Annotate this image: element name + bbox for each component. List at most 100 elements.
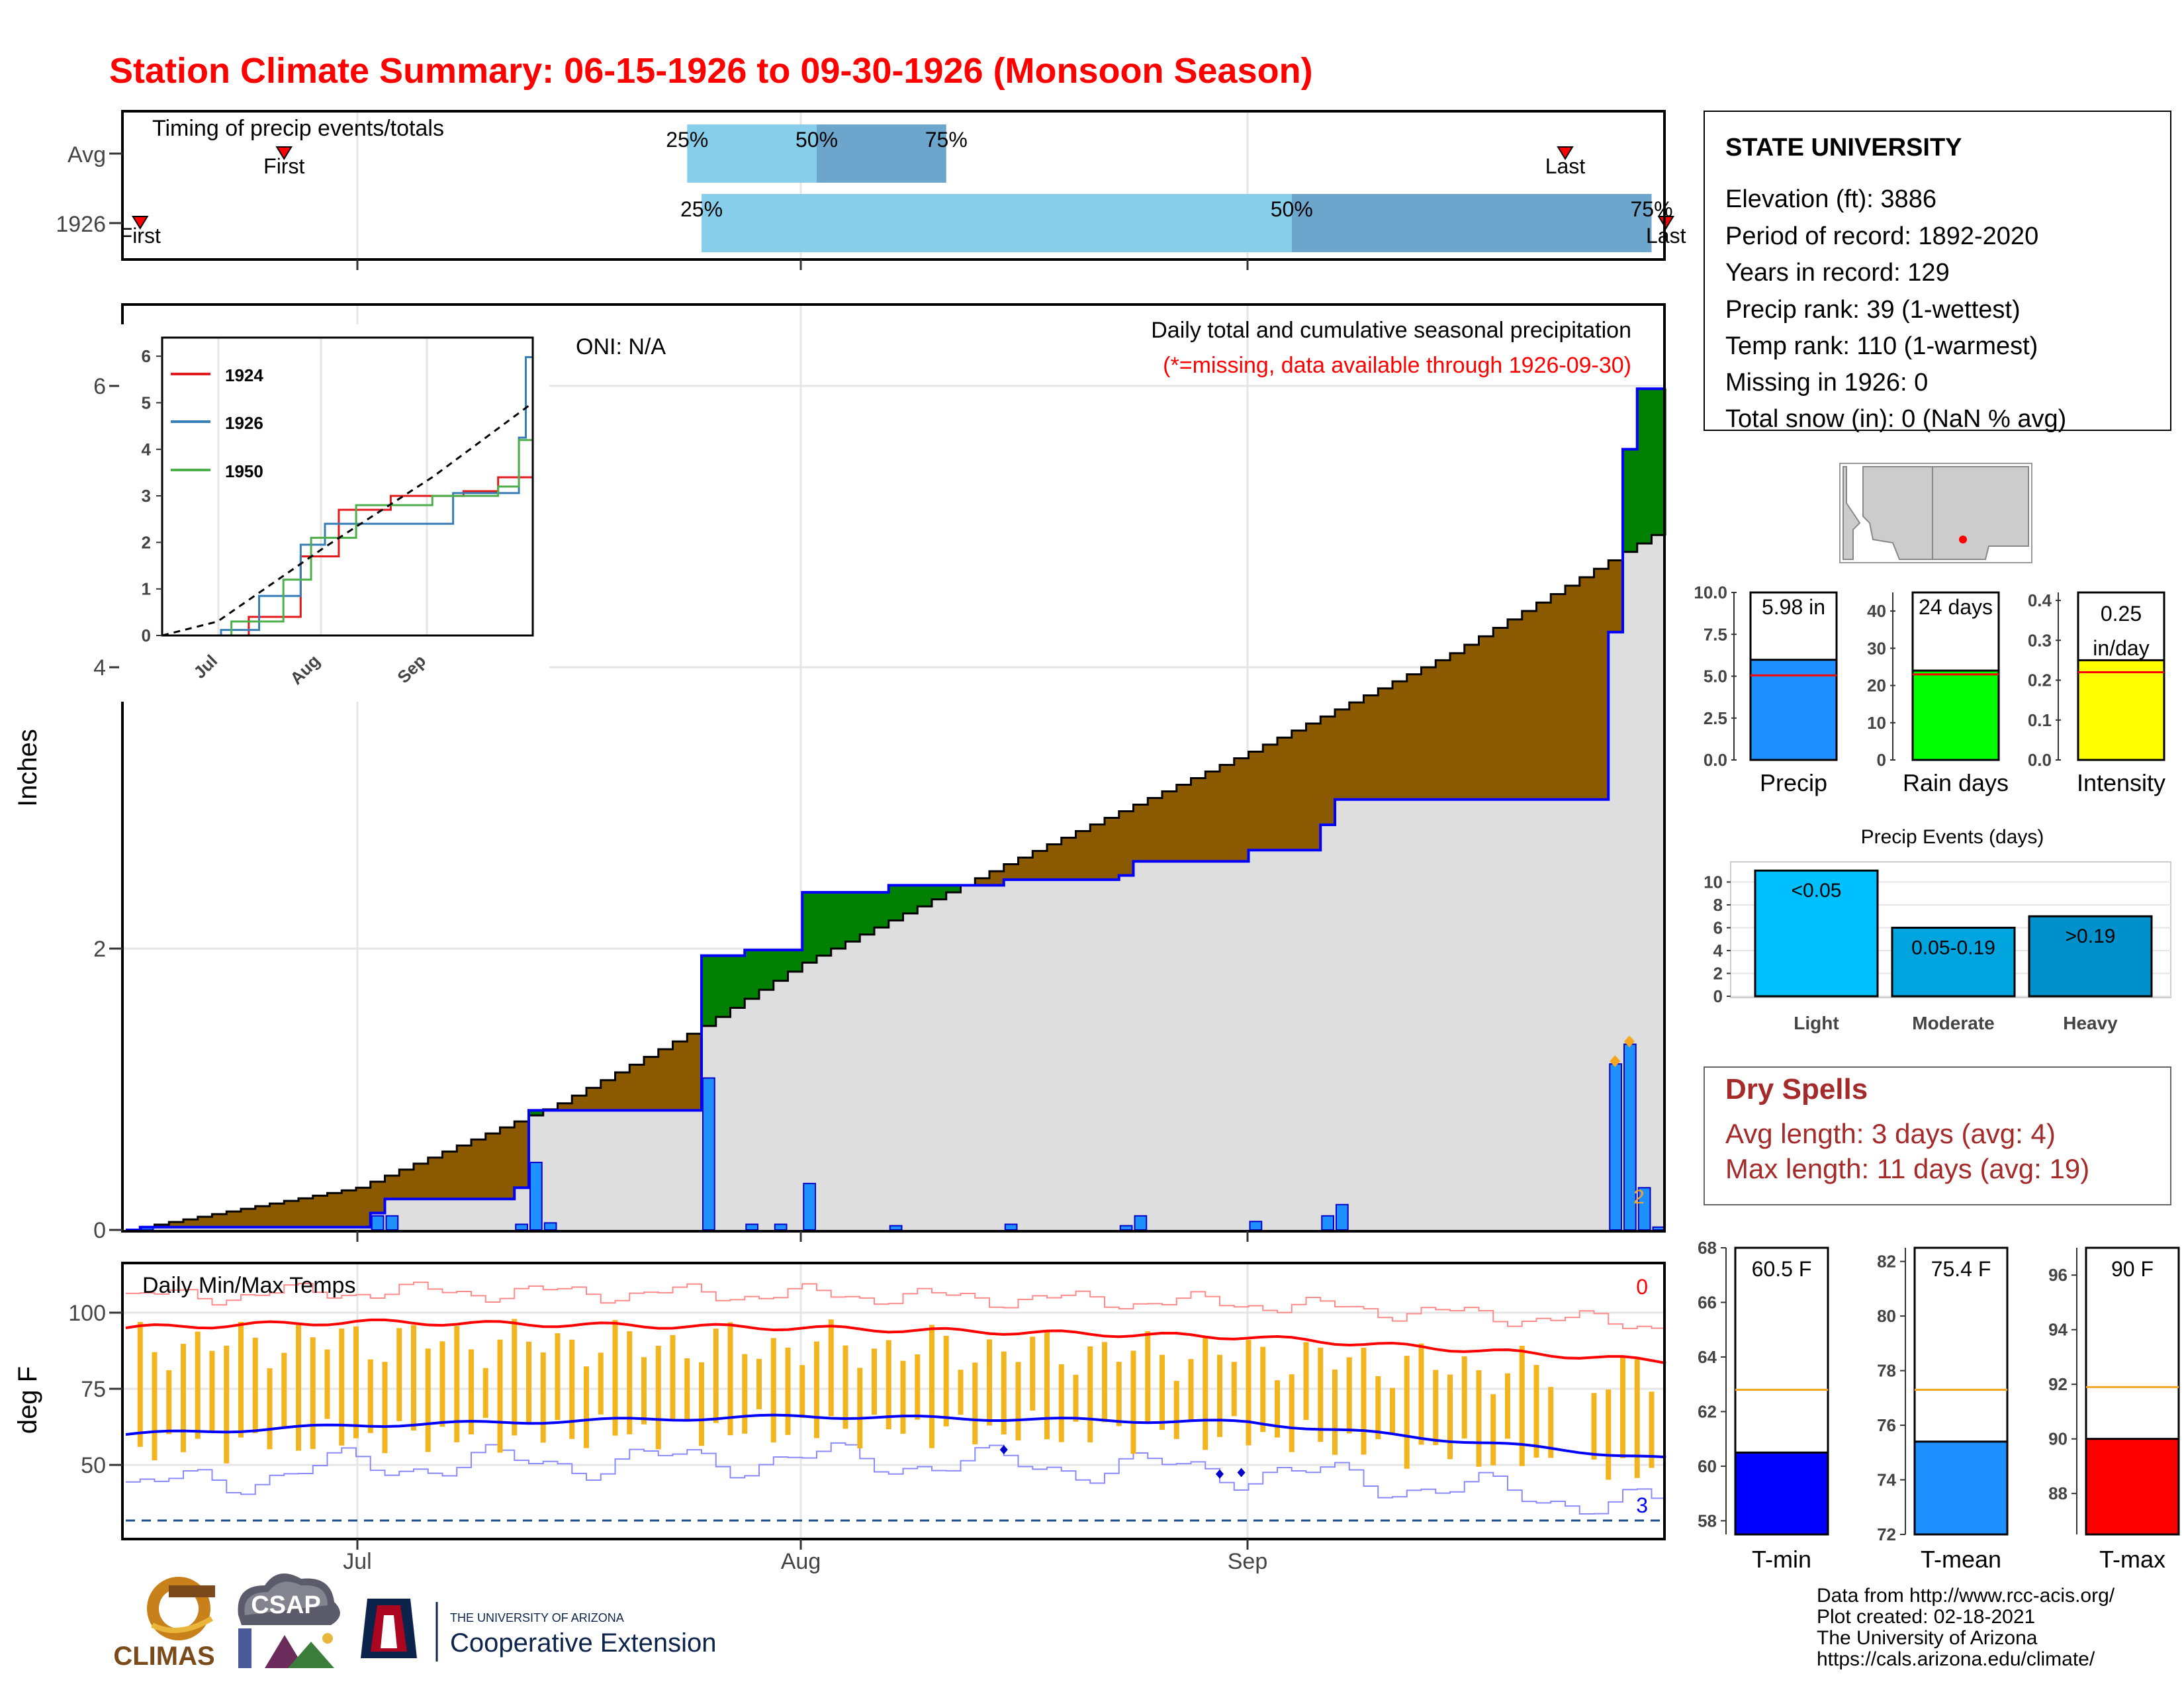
surplus-area bbox=[932, 885, 947, 900]
daily-temp-bar bbox=[1634, 1359, 1640, 1478]
daily-temp-bar bbox=[987, 1339, 992, 1426]
mini-ytick-label: 7.5 bbox=[1704, 624, 1727, 644]
daily-precip-bar bbox=[385, 1215, 399, 1231]
daily-temp-bar bbox=[670, 1335, 676, 1421]
surplus-area bbox=[730, 955, 745, 1008]
temp-bar-ytick-label: 92 bbox=[2048, 1374, 2068, 1394]
daily-temp-bar bbox=[1332, 1369, 1338, 1455]
daily-temp-bar bbox=[785, 1347, 791, 1435]
mini-bar-precip bbox=[1749, 659, 1838, 761]
temp-xtick-sep: Sep bbox=[1228, 1549, 1268, 1574]
deficit-area bbox=[1579, 577, 1595, 800]
daily-temp-bar bbox=[1591, 1393, 1597, 1460]
daily-temp-bar bbox=[756, 1358, 762, 1409]
deficit-area bbox=[356, 1188, 371, 1227]
deficit-area bbox=[1148, 798, 1163, 862]
mini-bar-rain-days bbox=[1911, 669, 2000, 761]
deficit-area bbox=[399, 1169, 414, 1199]
deficit-area bbox=[1018, 857, 1033, 880]
deficit-area bbox=[1234, 758, 1250, 862]
station-location-marker bbox=[1959, 536, 1967, 543]
dry-spells-box: Dry Spells Avg length: 3 days (avg: 4) M… bbox=[1704, 1066, 2171, 1205]
daily-temp-bar bbox=[1505, 1373, 1510, 1439]
deficit-area bbox=[1205, 771, 1220, 862]
surplus-area bbox=[529, 1110, 544, 1115]
daily-temp-bar bbox=[770, 1338, 776, 1443]
daily-temp-bar bbox=[497, 1339, 503, 1453]
daily-temp-bar bbox=[1533, 1364, 1539, 1458]
cumulative-precip-line bbox=[126, 387, 1666, 1231]
temp-bar-ytick-label: 80 bbox=[1877, 1306, 1896, 1326]
deficit-area bbox=[414, 1163, 429, 1199]
daily-temp-bar bbox=[713, 1328, 719, 1423]
daily-temp-bar bbox=[1375, 1376, 1381, 1440]
daily-temp-bar bbox=[555, 1333, 561, 1421]
daily-temp-bar bbox=[1058, 1364, 1064, 1442]
deficit-area bbox=[370, 1182, 386, 1213]
daily-temp-bar bbox=[1606, 1389, 1612, 1480]
daily-temp-bar bbox=[454, 1326, 460, 1442]
info-line-elevation: Elevation (ft): 3886 bbox=[1725, 185, 1936, 213]
temp-bar-ytick-label: 76 bbox=[1877, 1415, 1896, 1435]
ua-logo: THE UNIVERSITY OF ARIZONA Cooperative Ex… bbox=[361, 1599, 716, 1662]
deficit-area bbox=[1536, 602, 1551, 800]
precip-ytick-4: 4 bbox=[93, 655, 106, 680]
inset-legend-1926: 1926 bbox=[225, 413, 263, 433]
temp-bar-value: 60.5 F bbox=[1752, 1257, 1812, 1281]
temp-count-top: 0 bbox=[1636, 1275, 1648, 1299]
daily-temp-bar bbox=[1519, 1346, 1525, 1466]
deficit-area bbox=[1406, 674, 1422, 800]
surplus-area bbox=[702, 955, 717, 1026]
daily-temp-bar bbox=[742, 1354, 748, 1434]
daily-temp-bar bbox=[1231, 1362, 1237, 1417]
daily-temp-bar bbox=[195, 1331, 201, 1439]
record-max-line bbox=[126, 1282, 1666, 1329]
inset-ytick-label: 6 bbox=[142, 346, 151, 366]
deficit-area bbox=[1263, 744, 1278, 851]
inset-legend-1950: 1950 bbox=[225, 461, 263, 481]
dry-spells-max: Max length: 11 days (avg: 19) bbox=[1725, 1153, 2089, 1184]
events-bar-moderate bbox=[1891, 926, 2016, 998]
mini-bar-intensity bbox=[2077, 659, 2165, 761]
surplus-area bbox=[1623, 449, 1638, 552]
inset-average-line bbox=[161, 402, 533, 637]
deficit-area bbox=[197, 1217, 213, 1227]
avg-min-temp-line bbox=[125, 1413, 1666, 1459]
footer-line-created: Plot created: 02-18-2021 bbox=[1817, 1606, 2035, 1628]
deficit-area bbox=[1075, 831, 1091, 880]
daily-temp-bar bbox=[1246, 1340, 1251, 1446]
daily-temp-bar bbox=[324, 1349, 330, 1419]
ua-logo-small-text: THE UNIVERSITY OF ARIZONA bbox=[450, 1611, 624, 1624]
temp-count-bottom: 3 bbox=[1636, 1493, 1648, 1517]
events-bar-light bbox=[1754, 869, 1879, 998]
deficit-area bbox=[629, 1064, 645, 1111]
daily-temp-bar bbox=[799, 1365, 805, 1418]
deficit-area bbox=[1105, 818, 1120, 880]
season-total-bars: 0.0 2.5 5.0 7.5 10.0 5.98 in Precip 0 10 20 30 40 24… bbox=[1694, 583, 2165, 796]
surplus-area bbox=[745, 950, 760, 999]
timing-p25-label: 25% bbox=[666, 128, 708, 152]
deficit-area bbox=[1594, 569, 1609, 800]
daily-temp-bar bbox=[598, 1352, 604, 1415]
first-event-label: First bbox=[120, 224, 161, 248]
daily-temp-bar bbox=[267, 1368, 273, 1450]
surplus-area bbox=[715, 955, 731, 1017]
last-event-label: Last bbox=[1545, 154, 1586, 178]
daily-temp-bar bbox=[1620, 1356, 1625, 1458]
deficit-area bbox=[1608, 560, 1623, 632]
deficit-area bbox=[1061, 837, 1077, 880]
surplus-area bbox=[802, 892, 817, 963]
surplus-area bbox=[845, 892, 860, 942]
extreme-day-marker bbox=[1610, 1055, 1621, 1067]
daily-temp-bar bbox=[367, 1359, 373, 1433]
deficit-area bbox=[1162, 791, 1177, 862]
mini-ytick-label: 0.0 bbox=[1704, 750, 1727, 770]
temp-bar-t-max bbox=[2085, 1438, 2180, 1536]
temp-bar-ytick-label: 94 bbox=[2048, 1320, 2068, 1340]
dry-spells-title: Dry Spells bbox=[1725, 1073, 1868, 1105]
daily-temp-bar bbox=[900, 1360, 906, 1434]
info-line-period: Period of record: 1892-2020 bbox=[1725, 222, 2038, 250]
deficit-area bbox=[1349, 702, 1365, 800]
temp-bar-ytick-label: 74 bbox=[1877, 1470, 1896, 1490]
